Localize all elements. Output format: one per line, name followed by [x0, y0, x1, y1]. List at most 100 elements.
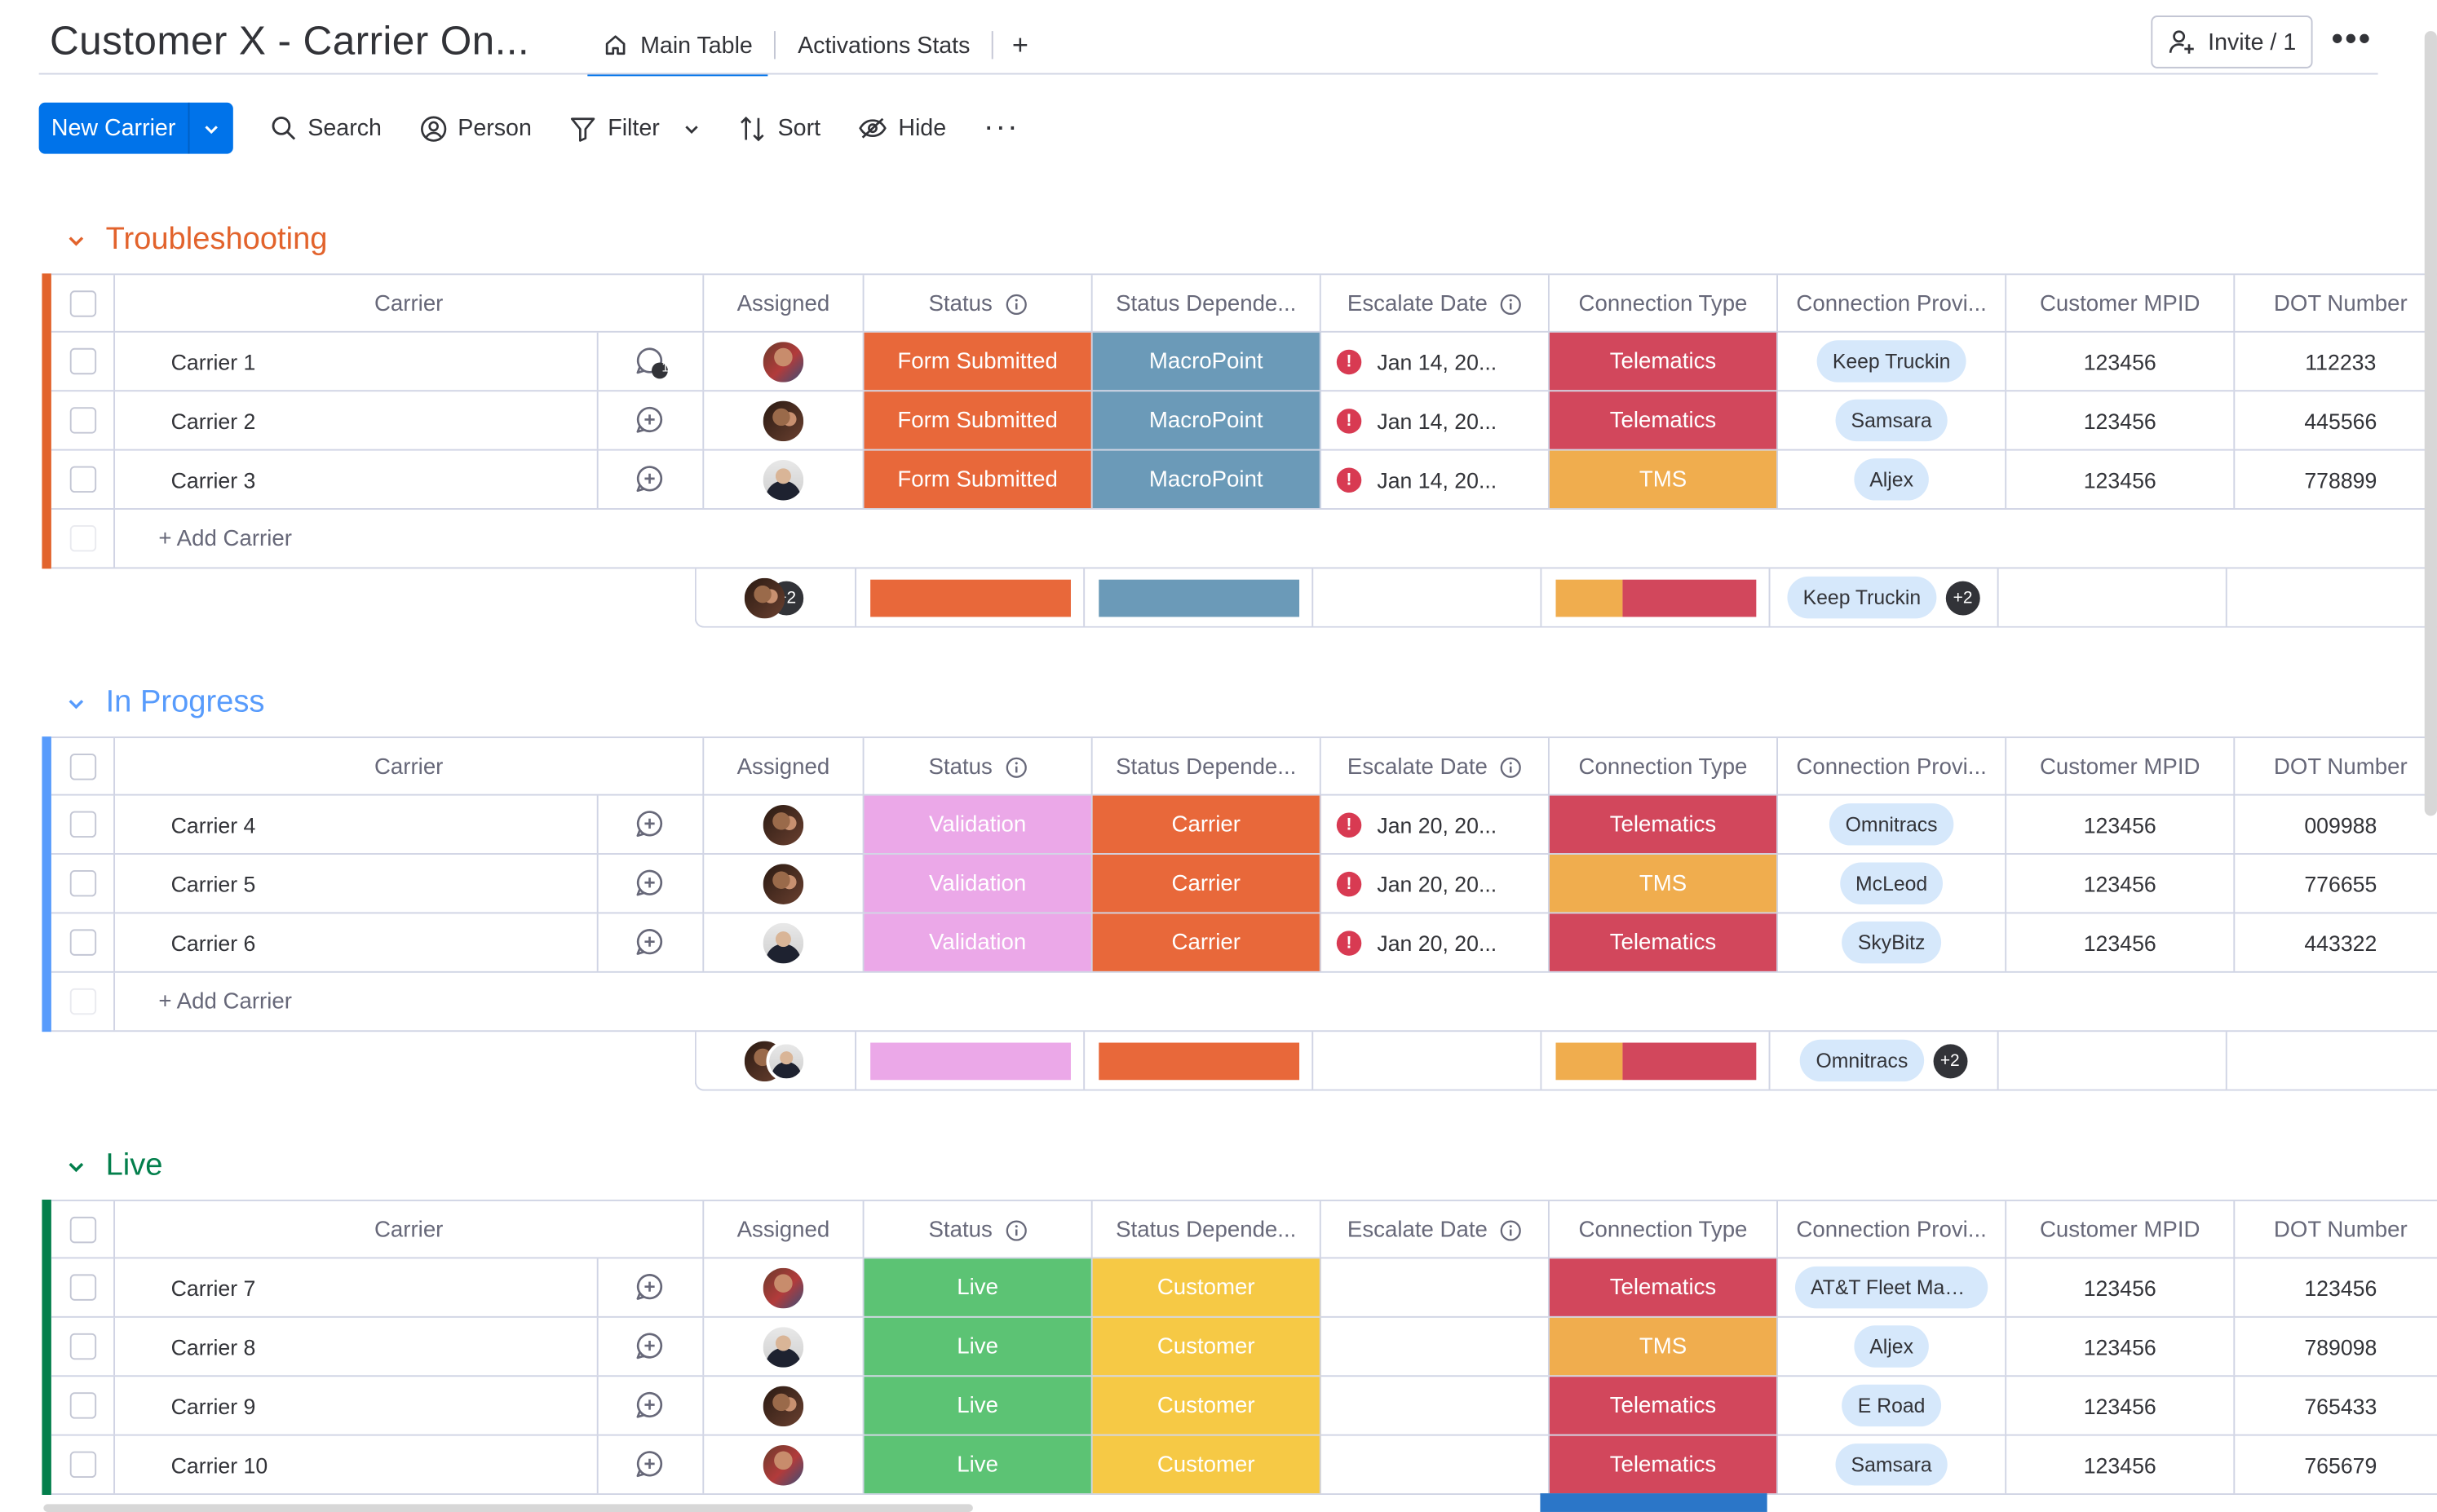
column-header-status-dependency[interactable]: Status Depende...	[1093, 738, 1321, 796]
dot-number-cell[interactable]: 765433	[2235, 1377, 2437, 1434]
carrier-name-cell[interactable]: Carrier 10	[115, 1435, 599, 1494]
updates-cell[interactable]	[599, 1377, 705, 1435]
carrier-name[interactable]: Carrier 7	[170, 1275, 256, 1300]
escalate-date-cell[interactable]: ! Jan 20, 20...	[1321, 795, 1550, 854]
table-row[interactable]: Carrier 8 Live Customer TMS Aljex 123456 78909…	[51, 1317, 2437, 1377]
escalate-date-cell[interactable]	[1321, 1258, 1550, 1316]
carrier-name[interactable]: Carrier 6	[170, 930, 256, 955]
info-icon[interactable]	[1500, 293, 1522, 315]
column-header-connection-provider[interactable]: Connection Provi...	[1778, 1200, 2007, 1259]
group-title[interactable]: Troubleshooting	[105, 222, 328, 257]
avatar[interactable]	[763, 1385, 804, 1426]
chevron-down-icon[interactable]	[65, 692, 87, 714]
customer-mpid-cell[interactable]: 123456	[2006, 854, 2236, 913]
customer-mpid-cell[interactable]: 123456	[2006, 1435, 2236, 1494]
assigned-cell[interactable]	[704, 391, 865, 449]
search-button[interactable]: Search	[271, 115, 382, 141]
status-cell[interactable]: Live	[864, 1435, 1093, 1494]
column-header-dot-number[interactable]: DOT Number	[2235, 275, 2437, 332]
dot-number-cell[interactable]: 009988	[2235, 796, 2437, 853]
carrier-name[interactable]: Carrier 3	[170, 466, 256, 493]
avatar[interactable]	[763, 1267, 804, 1308]
assigned-summary[interactable]: +2	[697, 568, 856, 626]
status-cell[interactable]: Validation	[864, 913, 1093, 971]
status-dependency-cell[interactable]: MacroPoint	[1092, 332, 1321, 391]
connection-provider-cell[interactable]: Aljex	[1778, 450, 2007, 509]
add-update-icon[interactable]	[634, 807, 668, 842]
customer-mpid-cell[interactable]: 123456	[2006, 1258, 2236, 1316]
connection-provider-cell[interactable]: AT&T Fleet Mana...	[1778, 1258, 2007, 1316]
invite-button[interactable]: Invite / 1	[2151, 15, 2313, 69]
status-cell[interactable]: Live	[864, 1377, 1093, 1435]
carrier-name[interactable]: Carrier 1	[170, 348, 256, 374]
status-cell[interactable]: Validation	[864, 795, 1093, 854]
dot-number-cell[interactable]: 778899	[2235, 451, 2437, 508]
connection-provider-tag[interactable]: E Road	[1842, 1384, 1941, 1427]
connection-type-summary[interactable]	[1541, 1032, 1771, 1090]
status-cell[interactable]: Validation	[864, 854, 1093, 913]
column-header-dot-number[interactable]: DOT Number	[2235, 738, 2437, 795]
connection-provider-tag[interactable]: McLeod	[1839, 862, 1944, 904]
table-row[interactable]: Carrier 3 Form Submitted MacroPoint! Jan 14…	[51, 450, 2437, 510]
column-header-assigned[interactable]: Assigned	[704, 1200, 865, 1259]
connection-type-summary[interactable]	[1541, 568, 1771, 626]
connection-provider-tag[interactable]: Omnitracs	[1800, 1039, 1924, 1082]
connection-provider-cell[interactable]: Omnitracs	[1778, 795, 2007, 854]
connection-provider-cell[interactable]: Aljex	[1778, 1317, 2007, 1376]
status-dependency-cell[interactable]: Customer	[1092, 1258, 1321, 1316]
column-header-escalate-date[interactable]: Escalate Date	[1321, 275, 1550, 333]
column-header-status[interactable]: Status	[865, 1200, 1093, 1259]
select-all-checkbox[interactable]	[69, 1216, 96, 1244]
dot-number-cell[interactable]: 765679	[2235, 1436, 2437, 1493]
assigned-cell[interactable]	[704, 854, 865, 913]
connection-provider-summary[interactable]: Omnitracs +2	[1770, 1032, 1999, 1090]
customer-mpid-cell[interactable]: 123456	[2006, 795, 2236, 854]
column-header-status[interactable]: Status	[865, 275, 1093, 333]
select-all-checkbox[interactable]	[69, 290, 96, 317]
customer-mpid-cell[interactable]: 123456	[2006, 913, 2236, 971]
column-header-assigned[interactable]: Assigned	[704, 738, 865, 796]
group-title[interactable]: In Progress	[105, 685, 265, 720]
status-dependency-summary[interactable]	[1085, 568, 1314, 626]
row-checkbox[interactable]	[69, 929, 96, 956]
chevron-down-icon[interactable]	[65, 1156, 87, 1178]
carrier-name-cell[interactable]: Carrier 7	[115, 1258, 599, 1316]
table-row[interactable]: Carrier 4 Validation Carrier! Jan 20, 20...…	[51, 795, 2437, 855]
info-icon[interactable]	[1005, 293, 1027, 315]
connection-type-cell[interactable]: Telematics	[1549, 1435, 1779, 1494]
dot-number-cell[interactable]: 443322	[2235, 913, 2437, 970]
carrier-name[interactable]: Carrier 2	[170, 408, 256, 433]
table-row[interactable]: Carrier 2 Form Submitted MacroPoint! Jan 14…	[51, 391, 2437, 451]
add-update-icon[interactable]	[634, 1448, 668, 1482]
more-providers-badge[interactable]: +2	[1932, 1043, 1967, 1078]
connection-type-cell[interactable]: Telematics	[1549, 391, 1779, 449]
row-checkbox[interactable]	[69, 466, 96, 493]
column-header-connection-type[interactable]: Connection Type	[1550, 275, 1779, 333]
carrier-name[interactable]: Carrier 4	[170, 811, 256, 838]
status-dependency-cell[interactable]: Carrier	[1092, 854, 1321, 913]
updates-cell[interactable]: 1	[599, 332, 705, 391]
status-dependency-cell[interactable]: Customer	[1092, 1435, 1321, 1494]
carrier-name[interactable]: Carrier 9	[170, 1393, 256, 1418]
status-cell[interactable]: Live	[864, 1258, 1093, 1316]
add-update-icon[interactable]	[634, 462, 668, 497]
carrier-name-cell[interactable]: Carrier 6	[115, 913, 599, 971]
select-all-checkbox[interactable]	[69, 754, 96, 780]
add-update-icon[interactable]	[634, 1388, 668, 1422]
avatar[interactable]	[766, 1040, 807, 1081]
carrier-name[interactable]: Carrier 10	[170, 1452, 268, 1478]
avatar[interactable]	[763, 341, 804, 382]
new-carrier-button[interactable]: New Carrier	[51, 114, 176, 142]
escalate-date-cell[interactable]: ! Jan 14, 20...	[1321, 391, 1550, 449]
updates-cell[interactable]	[599, 1435, 705, 1494]
table-row[interactable]: Carrier 5 Validation Carrier! Jan 20, 20...…	[51, 854, 2437, 914]
vertical-scrollbar[interactable]	[2424, 31, 2437, 816]
column-header-status-dependency[interactable]: Status Depende...	[1093, 1200, 1321, 1259]
assigned-cell[interactable]	[704, 1317, 865, 1376]
dot-number-cell[interactable]: 445566	[2235, 391, 2437, 449]
column-header-customer-mpid[interactable]: Customer MPID	[2006, 275, 2236, 333]
info-icon[interactable]	[1500, 756, 1522, 778]
customer-mpid-cell[interactable]: 123456	[2006, 391, 2236, 449]
connection-provider-cell[interactable]: Keep Truckin	[1778, 332, 2007, 391]
row-checkbox[interactable]	[69, 1333, 96, 1360]
